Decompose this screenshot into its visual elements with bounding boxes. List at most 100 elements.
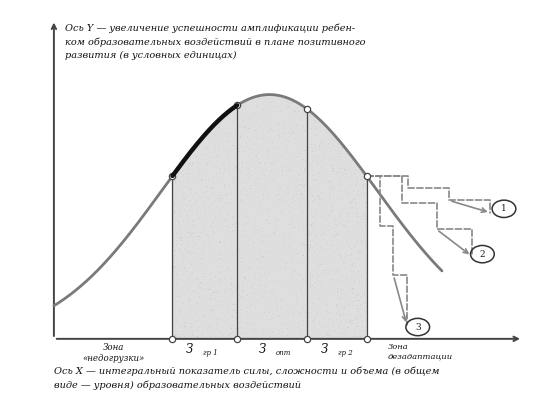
Point [336,311,344,318]
Point [331,303,340,309]
Point [244,154,252,160]
Point [171,331,180,337]
Point [279,163,288,169]
Point [309,222,318,228]
Point [329,276,337,282]
Point [249,110,258,116]
Point [236,133,245,139]
Point [308,213,317,219]
Point [317,195,326,202]
Point [287,113,296,119]
Point [178,271,187,277]
Point [309,152,317,158]
Point [275,246,284,252]
Point [200,203,209,209]
Point [236,259,245,266]
Point [342,318,351,324]
Point [208,305,217,312]
Point [247,264,255,270]
Point [332,268,341,274]
Point [347,273,355,280]
Point [348,316,357,323]
Point [178,313,186,320]
Point [356,333,364,339]
Point [335,177,344,184]
Point [184,170,192,177]
Point [269,214,278,221]
Point [195,314,204,321]
Point [177,264,185,270]
Point [185,241,194,247]
Point [282,198,291,204]
Point [227,281,236,287]
Point [208,307,217,314]
Point [185,326,194,332]
Point [309,177,317,183]
Point [220,289,229,295]
Point [267,139,276,145]
Point [221,202,230,208]
Point [355,278,363,284]
Point [261,98,270,104]
Point [299,252,307,258]
Point [192,273,201,280]
Point [237,334,246,340]
Point [186,186,195,193]
Point [353,219,362,225]
Point [277,320,286,326]
Point [302,279,311,286]
Point [241,125,250,131]
Point [343,232,351,239]
Point [350,244,358,250]
Point [337,146,345,152]
Point [312,205,320,211]
Point [233,327,242,334]
Point [189,249,198,255]
Point [303,280,312,286]
Point [358,324,367,330]
Point [220,130,229,136]
Point [174,178,183,184]
Point [361,198,370,204]
Point [356,216,364,222]
Point [361,221,370,228]
Point [251,335,260,342]
Point [198,255,206,262]
Point [327,183,335,190]
Point [257,134,266,141]
Point [328,152,336,159]
Point [294,225,303,231]
Point [255,203,264,210]
Point [348,261,356,268]
Point [270,135,278,141]
Point [237,325,245,331]
Point [335,214,343,221]
Point [319,245,327,252]
Point [185,297,194,303]
Point [311,132,320,138]
Point [282,104,291,110]
Point [185,207,194,213]
Point [298,123,306,130]
Point [238,164,246,170]
Point [288,210,296,216]
Point [199,312,208,318]
Point [229,185,238,191]
Point [306,244,314,250]
Point [221,319,230,325]
Point [203,183,212,189]
Point [360,219,368,225]
Point [307,125,316,131]
Point [361,176,369,182]
Point [184,185,192,191]
Point [277,207,285,214]
Point [328,162,337,168]
Point [263,185,272,191]
Point [264,219,273,226]
Point [300,165,308,172]
Point [192,317,201,323]
Point [297,166,306,172]
Point [222,212,231,218]
Point [295,180,304,187]
Point [182,268,190,274]
